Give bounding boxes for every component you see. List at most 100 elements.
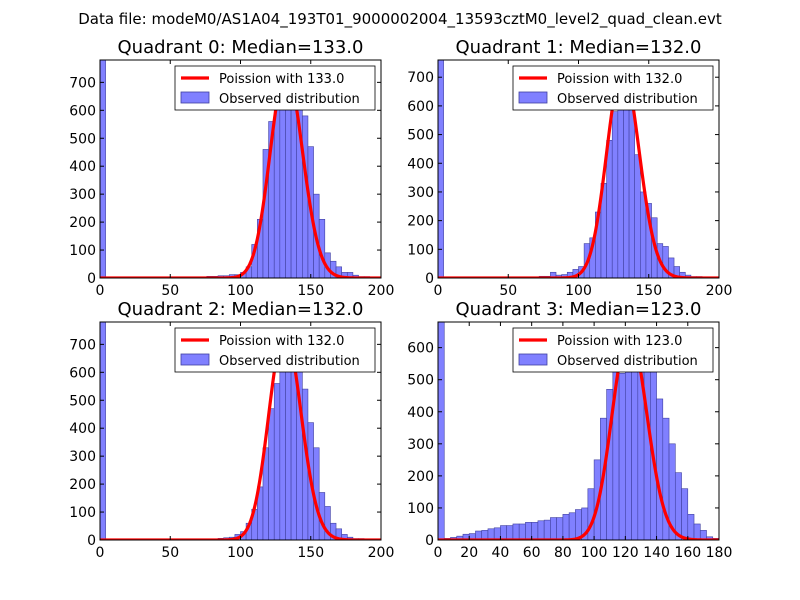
y-tick-label: 600 [69,103,96,119]
x-tick-label: 0 [434,283,443,299]
y-tick-label: 700 [69,75,96,91]
figure-suptitle: Data file: modeM0/AS1A04_193T01_90000020… [78,10,722,29]
histogram-bar [631,347,639,540]
y-tick-label: 500 [69,131,96,147]
histogram-bar [279,104,286,278]
histogram-bar [611,111,619,278]
chart-title: Quadrant 0: Median=133.0 [118,37,364,58]
histogram-bar [606,140,613,278]
y-tick-label: 100 [69,243,96,259]
x-tick-label: 100 [565,283,592,299]
histogram-bar [302,115,309,278]
y-tick-label: 500 [407,128,434,144]
y-tick-label: 0 [425,271,434,287]
histogram-bar [543,519,551,540]
chart-panel-2: Quadrant 2: Median=132.0 0 50 100 150 200 0 100… [69,299,394,561]
chart-panel-3: Quadrant 3: Median=123.00 20 40 60 80 100 120 1… [407,299,732,561]
legend: Poission with 132.0 Observed distribution [512,65,714,111]
y-tick-label: 500 [407,373,434,389]
y-tick-label: 200 [69,215,96,231]
histogram-bar [687,514,695,540]
chart-panel-1: Quadrant 1: Median=132.0 0 50 100 150 200 0 100… [407,37,732,299]
histogram-bar [512,523,520,540]
x-tick-label: 50 [499,283,517,299]
x-tick-label: 0 [434,545,443,561]
legend-label-poisson: Poission with 132.0 [557,72,682,87]
y-tick-label: 300 [69,449,96,465]
x-tick-label: 0 [96,545,105,561]
histogram-bar [693,523,701,540]
histogram-bar [656,398,664,540]
x-tick-label: 40 [492,545,510,561]
histogram-bar [674,472,682,540]
y-tick-label: 600 [407,99,434,115]
legend-label-observed: Observed distribution [557,92,698,107]
x-tick-label: 200 [706,283,733,299]
y-tick-label: 400 [407,156,434,172]
x-tick-label: 50 [161,283,179,299]
y-tick-label: 500 [69,393,96,409]
histogram-bar [550,517,557,540]
histogram-bar [279,366,286,540]
legend-label-observed: Observed distribution [219,92,360,107]
legend-label-observed: Observed distribution [557,354,698,369]
chart-title: Quadrant 1: Median=132.0 [456,37,702,58]
y-tick-label: 300 [407,185,434,201]
histogram-bar [568,512,576,540]
y-tick-label: 100 [69,505,96,521]
x-tick-label: 150 [635,283,662,299]
histogram-bar [681,488,689,540]
x-tick-label: 150 [297,283,324,299]
legend: Poission with 132.0 Observed distribution [174,327,376,373]
histogram-bar [562,514,570,540]
x-tick-label: 100 [581,545,608,561]
histogram-bar [285,84,292,278]
histogram-bar [438,60,444,278]
y-tick-label: 100 [407,501,434,517]
chart-title: Quadrant 2: Median=132.0 [118,299,364,320]
histogram-bar [500,525,507,540]
histogram-bar [525,522,532,540]
histogram-bar [487,528,495,540]
histogram-bar [273,383,281,540]
y-tick-label: 700 [69,337,96,353]
y-tick-label: 600 [69,365,96,381]
legend-label-poisson: Poission with 123.0 [557,334,682,349]
histogram-bar [268,408,275,540]
y-tick-label: 700 [407,70,434,86]
histogram-bar [285,358,292,540]
y-tick-label: 100 [407,242,434,258]
histogram-bar [438,322,445,540]
x-tick-label: 200 [368,283,395,299]
histogram-bar [623,91,630,278]
x-tick-label: 0 [96,283,105,299]
legend-label-poisson: Poission with 132.0 [219,334,344,349]
chart-title: Quadrant 3: Median=123.0 [456,299,702,320]
y-tick-label: 600 [407,341,434,357]
x-tick-label: 180 [706,545,733,561]
histogram-bar [531,522,539,540]
histogram-bar [518,523,526,540]
y-tick-label: 200 [69,477,96,493]
histogram-bar [537,520,545,540]
histogram-bar [100,60,106,278]
x-tick-label: 20 [460,545,478,561]
histogram-bar [556,517,564,540]
y-tick-label: 0 [87,533,96,549]
x-tick-label: 60 [523,545,541,561]
y-tick-label: 400 [407,405,434,421]
y-tick-label: 0 [87,271,96,287]
poisson-curve [438,329,719,540]
x-tick-label: 80 [554,545,572,561]
y-tick-label: 300 [407,437,434,453]
x-tick-label: 150 [297,545,324,561]
legend-bar-swatch [180,353,210,366]
x-tick-label: 120 [612,545,639,561]
y-tick-label: 400 [69,421,96,437]
legend: Poission with 123.0 Observed distribution [512,327,714,373]
x-tick-label: 160 [674,545,701,561]
y-tick-label: 400 [69,159,96,175]
legend-bar-swatch [180,91,210,104]
x-tick-label: 100 [227,283,254,299]
